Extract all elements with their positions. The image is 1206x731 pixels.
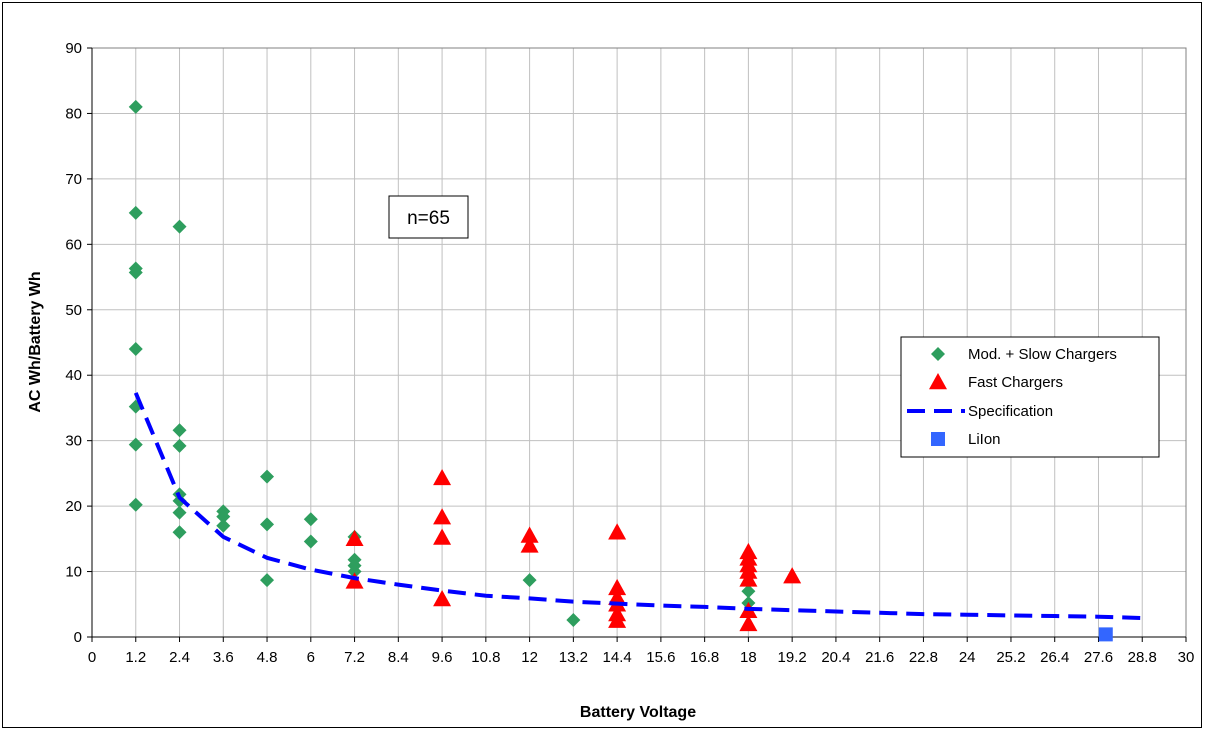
data-point — [520, 526, 539, 543]
x-tick-label: 30 — [1178, 649, 1195, 666]
data-point — [608, 578, 627, 596]
data-point — [303, 512, 318, 527]
legend-marker — [929, 373, 947, 390]
data-point — [128, 342, 143, 357]
x-tick-label: 19.2 — [778, 649, 807, 666]
data-point — [347, 564, 362, 579]
data-point — [520, 536, 539, 553]
x-tick-label: 0 — [88, 649, 96, 666]
legend-marker — [931, 347, 945, 361]
x-tick-label: 27.6 — [1084, 649, 1113, 666]
data-point — [172, 438, 187, 453]
data-point — [260, 573, 275, 588]
series-layer — [128, 99, 1143, 642]
x-tick-label: 25.2 — [996, 649, 1025, 666]
y-axis-label: AC Wh/Battery Wh — [27, 271, 44, 412]
y-tick-label: 20 — [65, 498, 82, 515]
x-tick-label: 22.8 — [909, 649, 938, 666]
y-tick-label: 30 — [65, 433, 82, 450]
data-point — [172, 219, 187, 234]
y-tick-label: 10 — [65, 564, 82, 581]
x-tick-label: 7.2 — [344, 649, 365, 666]
legend-label: Mod. + Slow Chargers — [968, 346, 1117, 363]
x-tick-label: 14.4 — [603, 649, 632, 666]
legend-label: LiIon — [968, 431, 1001, 448]
data-point — [128, 205, 143, 220]
data-point — [522, 573, 537, 588]
data-point — [216, 518, 231, 533]
legend-marker — [931, 432, 945, 446]
x-tick-label: 10.8 — [471, 649, 500, 666]
series-3 — [1098, 627, 1113, 642]
x-tick-label: 24 — [959, 649, 976, 666]
x-tick-label: 1.2 — [125, 649, 146, 666]
data-point — [128, 99, 143, 114]
data-point — [172, 505, 187, 520]
y-axis-ticks: 0 10 20 30 40 50 60 70 80 90 — [65, 40, 92, 646]
series-0 — [128, 99, 756, 627]
y-tick-label: 70 — [65, 171, 82, 188]
annotation-box: n=65 — [388, 195, 469, 239]
x-tick-label: 13.2 — [559, 649, 588, 666]
data-point — [345, 529, 364, 547]
data-point — [433, 508, 452, 525]
x-tick-label: 26.4 — [1040, 649, 1069, 666]
data-point — [433, 468, 452, 486]
data-point — [128, 497, 143, 512]
data-point — [260, 517, 275, 532]
x-tick-label: 4.8 — [257, 649, 278, 666]
data-point — [303, 534, 318, 549]
data-point — [216, 509, 231, 524]
data-point — [172, 423, 187, 438]
series-2 — [133, 392, 1143, 621]
data-point — [739, 614, 758, 632]
x-tick-label: 20.4 — [821, 649, 850, 666]
y-tick-label: 0 — [74, 629, 82, 646]
legend: Mod. + Slow Chargers Fast Chargers Specifi… — [900, 336, 1160, 458]
x-tick-label: 6 — [307, 649, 315, 666]
x-axis-label: Battery Voltage — [580, 704, 696, 721]
x-tick-label: 15.6 — [646, 649, 675, 666]
y-tick-label: 40 — [65, 367, 82, 384]
data-point — [1098, 627, 1113, 642]
y-tick-label: 80 — [65, 105, 82, 122]
annotation-text: n=65 — [407, 208, 450, 229]
data-point — [128, 437, 143, 452]
data-point — [433, 590, 452, 607]
data-point — [741, 584, 756, 599]
x-tick-label: 8.4 — [388, 649, 409, 666]
plot-area — [91, 47, 1187, 638]
data-point — [128, 265, 143, 280]
data-point — [739, 570, 758, 587]
data-point — [345, 572, 364, 589]
x-tick-label: 12 — [521, 649, 538, 666]
x-tick-label: 16.8 — [690, 649, 719, 666]
data-point — [608, 611, 627, 628]
x-tick-label: 21.6 — [865, 649, 894, 666]
x-tick-label: 18 — [740, 649, 757, 666]
data-point — [783, 567, 802, 584]
data-point — [172, 493, 187, 508]
y-tick-label: 50 — [65, 302, 82, 319]
data-point — [608, 523, 627, 540]
data-point — [433, 528, 452, 545]
data-point — [566, 612, 581, 627]
y-tick-label: 90 — [65, 40, 82, 57]
data-point — [260, 469, 275, 484]
x-tick-label: 2.4 — [169, 649, 190, 666]
data-point — [172, 525, 187, 540]
legend-label: Specification — [968, 403, 1053, 420]
legend-label: Fast Chargers — [968, 374, 1063, 391]
x-tick-label: 9.6 — [432, 649, 453, 666]
x-tick-label: 28.8 — [1128, 649, 1157, 666]
x-axis-ticks: 0 1.2 2.4 3.6 4.8 6 7.2 8.4 9.6 10.8 12 13.2 14.4 15.… — [88, 637, 1195, 666]
specification-line — [133, 392, 1143, 621]
y-tick-label: 60 — [65, 236, 82, 253]
x-tick-label: 3.6 — [213, 649, 234, 666]
